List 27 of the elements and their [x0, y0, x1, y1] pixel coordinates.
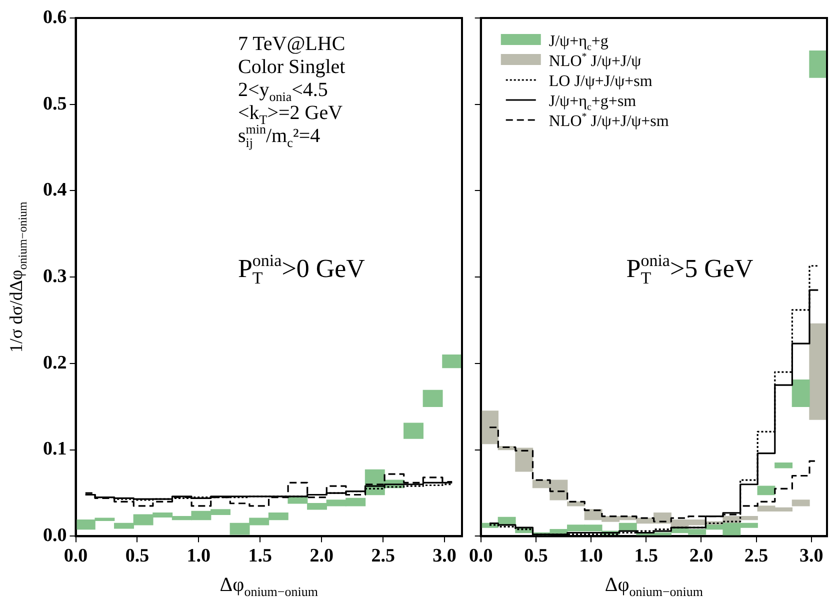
- x-tick-label: 1.0: [186, 546, 211, 567]
- x-tick-label: 2.5: [744, 546, 768, 567]
- annotation: 7 TeV@LHC: [238, 33, 346, 55]
- x-tick-label: 3.0: [432, 546, 456, 567]
- y-tick-label: 0.3: [43, 266, 67, 288]
- annotation: Color Singlet: [238, 56, 346, 78]
- x-tick-label: 0.5: [125, 546, 150, 567]
- y-tick-label: 0.5: [43, 93, 67, 114]
- x-tick-label: 2.0: [689, 546, 714, 567]
- x-tick-label: 1.0: [579, 546, 603, 567]
- x-tick-label: 2.5: [371, 546, 395, 567]
- x-tick-label: 0.5: [524, 546, 548, 567]
- x-tick-label: 0.0: [64, 546, 88, 567]
- x-tick-label: 2.0: [310, 546, 334, 567]
- x-tick-label: 1.5: [248, 546, 272, 567]
- legend-label: NLO* J/ψ+J/ψ: [548, 51, 642, 70]
- y-tick-label: 0.2: [43, 352, 67, 374]
- y-tick-label: 0.6: [43, 6, 67, 28]
- x-tick-label: 1.5: [634, 546, 658, 567]
- legend-label: LO J/ψ+J/ψ+sm: [548, 73, 653, 90]
- y-tick-label: 0.0: [43, 525, 67, 546]
- y-tick-label: 0.1: [43, 438, 67, 460]
- x-tick-label: 3.0: [799, 546, 824, 567]
- legend-label: NLO* J/ψ+J/ψ+sm: [548, 111, 670, 130]
- x-tick-label: 0.0: [469, 546, 493, 567]
- y-axis-title: 1/σ dσ/dΔφonium−onium: [6, 200, 30, 353]
- y-tick-label: 0.4: [43, 180, 68, 201]
